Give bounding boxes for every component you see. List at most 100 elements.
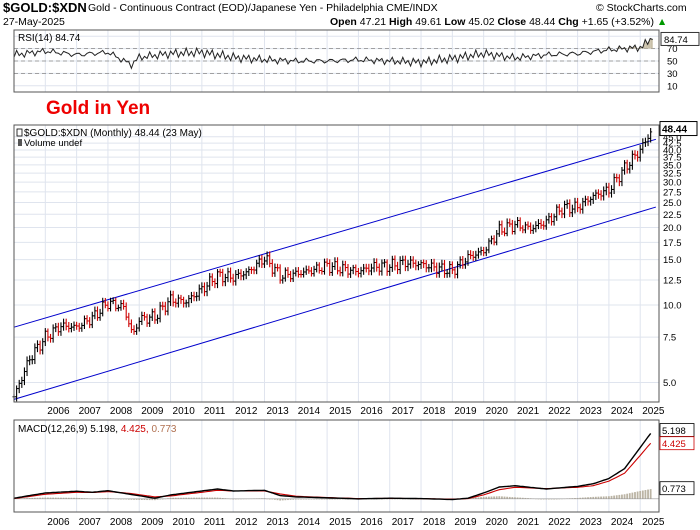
macd-histogram-bar (187, 497, 190, 499)
macd-histogram-bar (579, 497, 582, 499)
macd-histogram-bar (65, 497, 68, 499)
macd-histogram-bar (501, 496, 503, 499)
macd-histogram-bar (153, 498, 156, 501)
price-x-tick-label: 2025 (642, 406, 665, 417)
price-x-tick-label: 2021 (517, 406, 540, 417)
macd-histogram-bar (587, 497, 589, 499)
price-x-tick-label: 2013 (266, 406, 289, 417)
macd-histogram-bar (334, 498, 336, 500)
macd-histogram-bar (20, 498, 23, 499)
price-x-tick-label: 2019 (454, 406, 477, 417)
rsi-label: RSI(14) 84.74 (18, 33, 81, 44)
macd-histogram-bar (626, 493, 629, 499)
price-x-tick-label: 2011 (204, 406, 226, 417)
macd-histogram-bar (553, 498, 556, 500)
macd-histogram-bar (39, 497, 41, 499)
macd-histogram-bar (313, 498, 315, 500)
macd-histogram-bar (542, 498, 545, 500)
macd-histogram-bar (120, 498, 122, 500)
macd-histogram-bar (185, 497, 188, 499)
macd-histogram-bar (639, 490, 642, 499)
volume-label: Volume undef (24, 138, 82, 149)
macd-histogram-bar (292, 498, 295, 500)
macd-histogram-bar (146, 498, 148, 501)
macd-histogram-bar (519, 497, 522, 499)
macd-histogram-bar (644, 490, 647, 499)
macd-histogram-bar (521, 497, 524, 499)
price-tick-label: 42.5 (663, 139, 682, 150)
macd-histogram-bar (177, 497, 180, 499)
macd-histogram-bar (26, 498, 28, 499)
macd-x-tick-label: 2021 (517, 517, 540, 528)
macd-histogram-bar (636, 491, 639, 499)
macd-histogram-bar (190, 497, 193, 499)
macd-histogram-bar (571, 498, 574, 499)
price-tick-label: 27.5 (663, 187, 682, 198)
price-tick-label: 20.0 (663, 223, 682, 234)
chart-description: Gold - Continuous Contract (EOD)/Japanes… (88, 2, 438, 14)
macd-histogram-bar (545, 498, 548, 500)
macd-histogram-bar (631, 492, 634, 499)
rsi-value-tag-text: 84.74 (664, 35, 688, 46)
macd-x-tick-label: 2010 (173, 517, 196, 528)
macd-histogram-bar (547, 498, 550, 500)
macd-histogram-bar (597, 496, 600, 499)
macd-histogram-bar (540, 498, 542, 500)
macd-histogram-bar (143, 498, 146, 501)
histogram-value-tag-text: 0.773 (662, 484, 686, 495)
macd-histogram-bar (623, 494, 626, 499)
macd-histogram-bar (104, 498, 107, 499)
macd-histogram-bar (127, 498, 130, 500)
price-tick-label: 5.0 (663, 378, 676, 389)
signal-value-tag (659, 436, 695, 451)
price-label: $GOLD:$XDN (Monthly) 48.44 (23 May) (24, 128, 202, 139)
macd-value-tag-text: 5.198 (662, 426, 686, 437)
macd-histogram-bar (339, 498, 342, 500)
macd-histogram-bar (592, 496, 595, 499)
open-label: Open (330, 16, 357, 28)
macd-histogram-bar (336, 498, 339, 500)
price-x-tick-label: 2023 (580, 406, 603, 417)
price-tick-label: 32.5 (663, 169, 682, 180)
signal-value-tag-text: 4.425 (662, 439, 686, 450)
macd-x-tick-label: 2007 (79, 517, 102, 528)
macd-histogram-bar (221, 497, 224, 499)
price-tick-label: 25.0 (663, 198, 682, 209)
macd-x-tick-label: 2016 (360, 517, 383, 528)
macd-histogram-bar (23, 498, 26, 499)
rsi-tick-label: 30 (667, 69, 678, 80)
gold-in-yen-annotation: Gold in Yen (46, 98, 150, 119)
price-x-tick-label: 2020 (486, 406, 509, 417)
macd-x-tick-label: 2018 (423, 517, 446, 528)
open-value: 47.21 (359, 16, 387, 28)
macd-histogram-bar (36, 497, 39, 499)
macd-histogram-bar (54, 497, 57, 499)
macd-histogram-bar (628, 493, 631, 499)
up-arrow-icon: ▲ (656, 16, 668, 28)
macd-x-tick-label: 2013 (266, 517, 289, 528)
high-label: High (388, 16, 413, 28)
macd-histogram-bar (310, 498, 313, 500)
macd-histogram-bar (480, 497, 482, 499)
macd-x-tick-label: 2006 (47, 517, 70, 528)
chart-symbol: $GOLD:$XDN (3, 0, 87, 15)
chg-value: +1.65 (+3.52%) (581, 16, 654, 28)
panel-frames (13, 29, 660, 513)
macd-histogram-bar (193, 497, 195, 499)
macd-histogram-bar (503, 496, 506, 499)
macd-histogram-bar (80, 498, 83, 499)
macd-histogram-bar (307, 498, 310, 500)
macd-histogram-bar (148, 498, 151, 501)
macd-histogram-bar (326, 498, 329, 500)
price-x-tick-label: 2014 (298, 406, 321, 417)
macd-histogram-bar (133, 498, 135, 500)
macd-histogram-bar (232, 498, 235, 500)
macd-histogram-bar (33, 497, 36, 499)
rsi-frame (13, 29, 660, 93)
price-tick-label: 30.0 (663, 178, 682, 189)
macd-histogram-bar (477, 497, 480, 499)
close-value: 48.44 (529, 16, 556, 28)
channel-lower-line (13, 206, 657, 400)
macd-histogram-bar (297, 498, 300, 500)
rsi-tick-label: 70 (667, 44, 678, 55)
